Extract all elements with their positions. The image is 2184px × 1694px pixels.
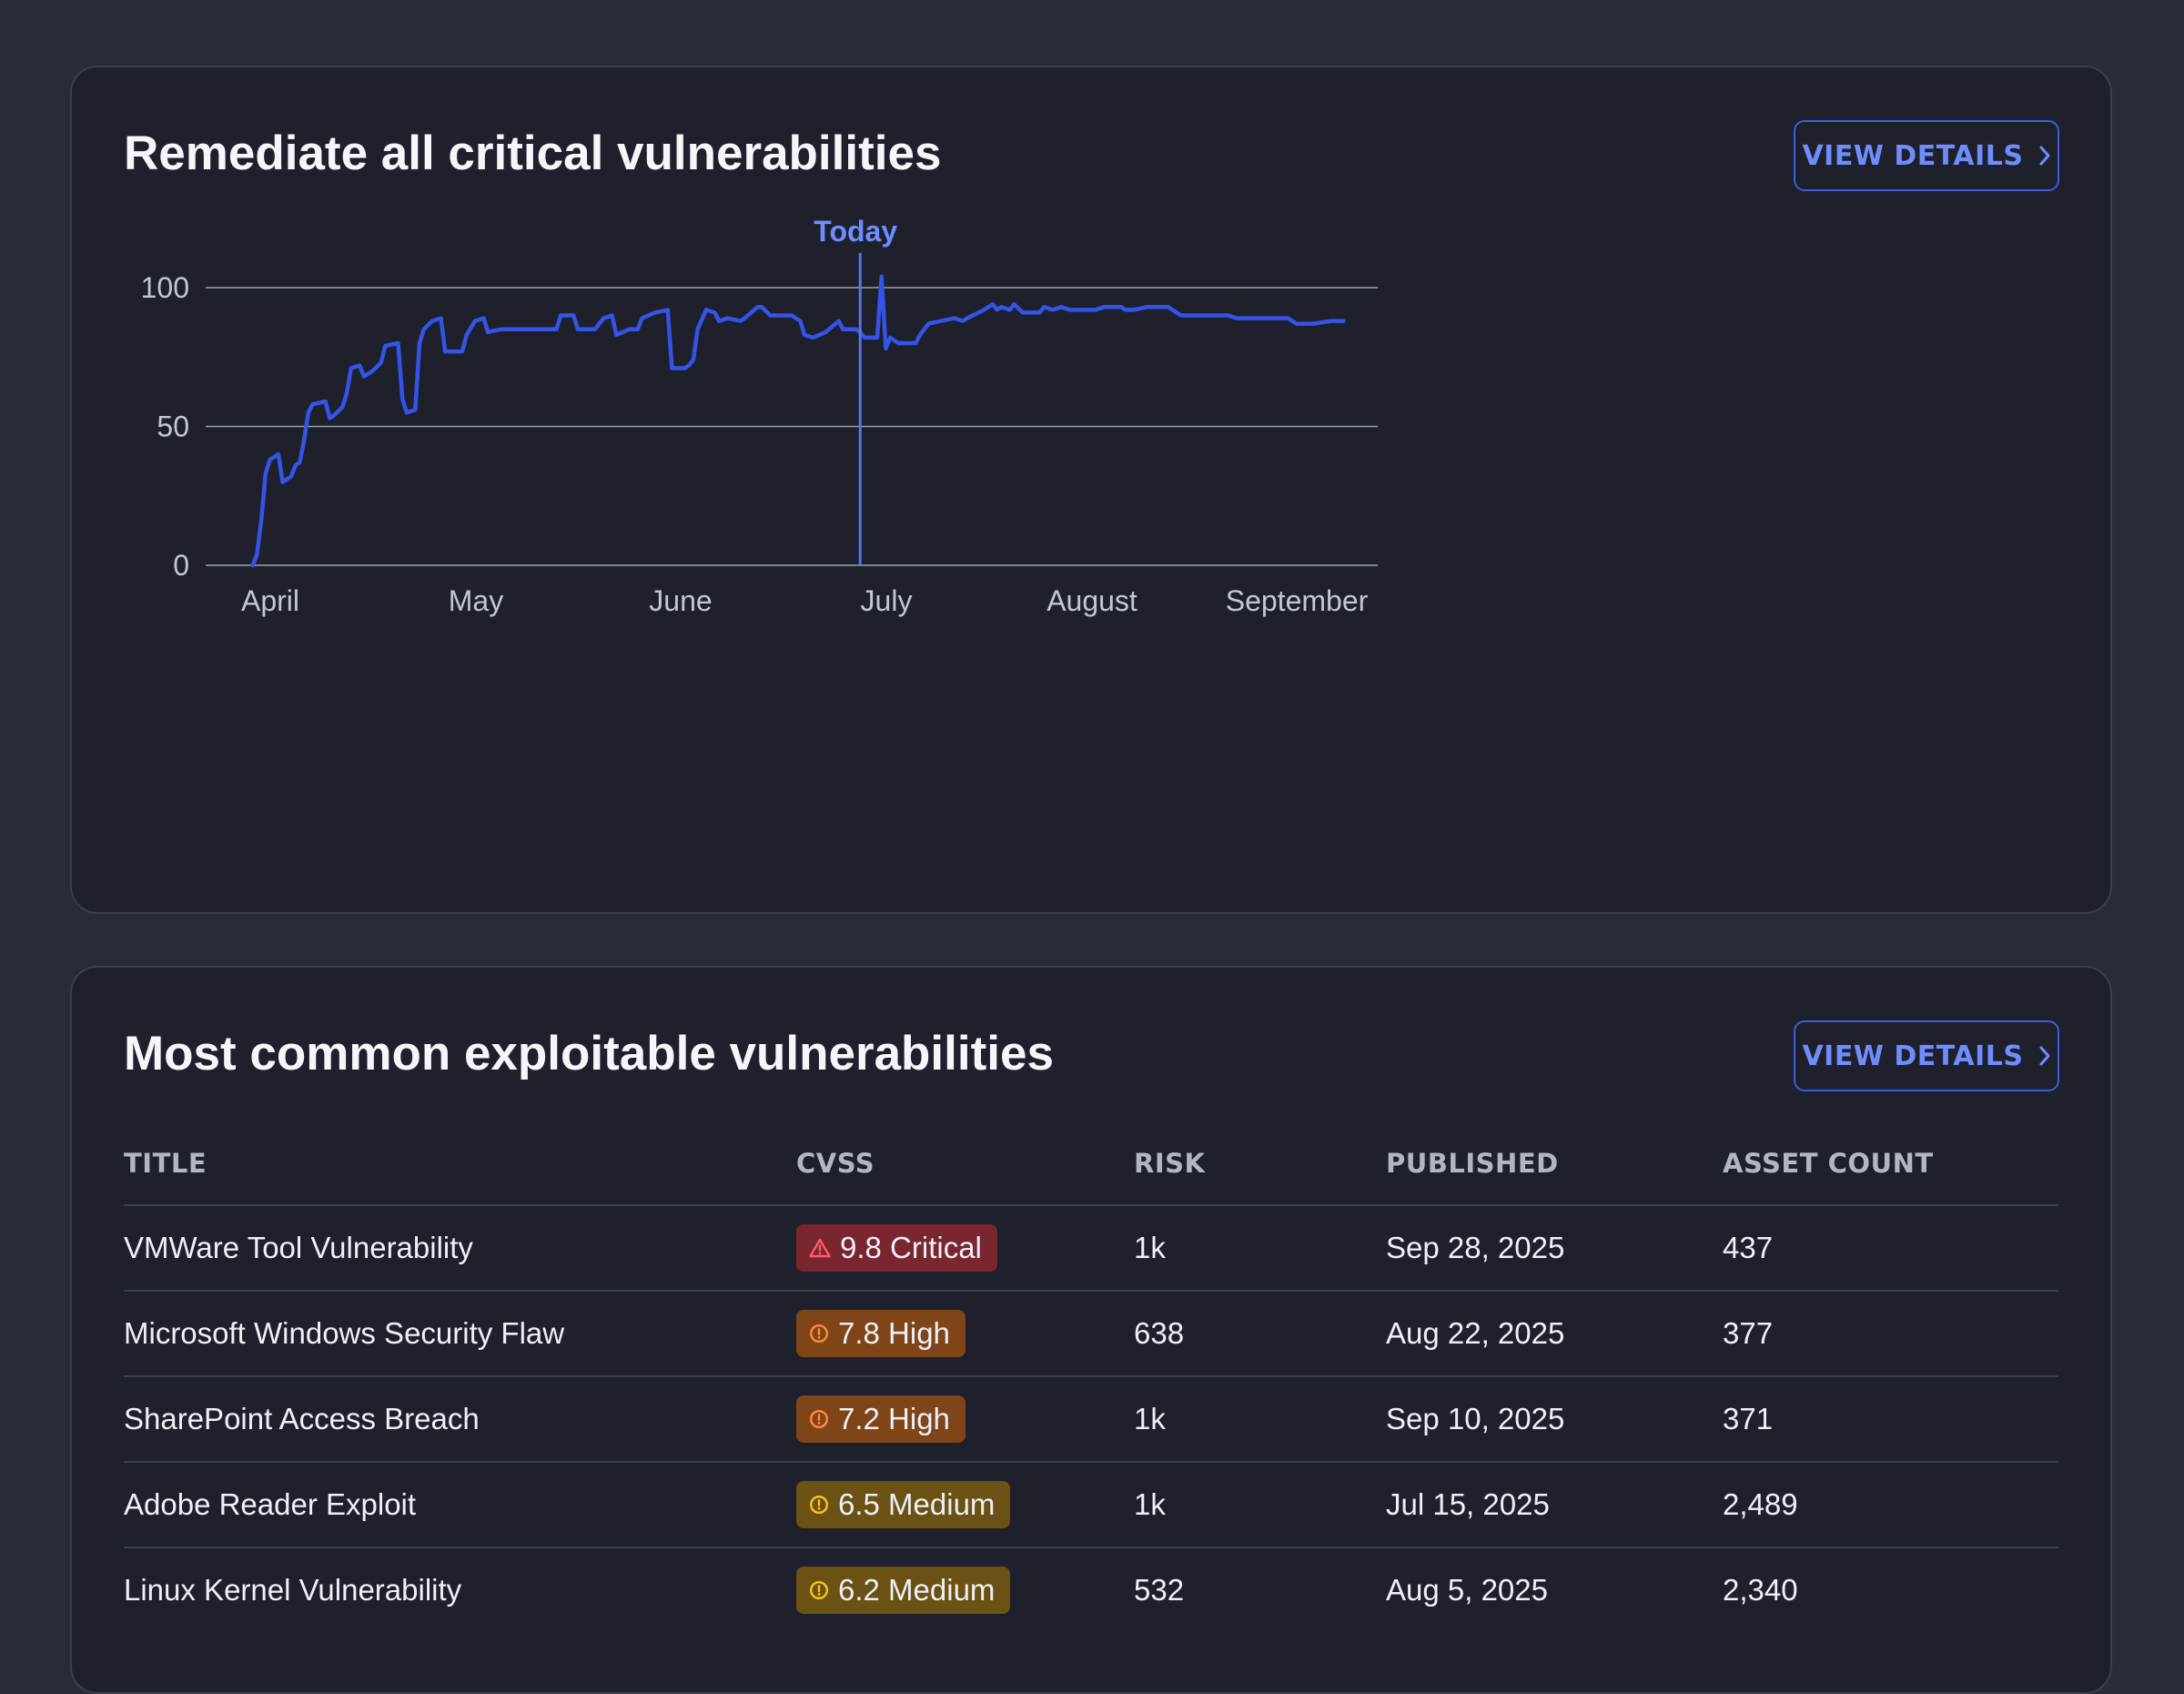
vuln-title[interactable]: Adobe Reader Exploit (124, 1462, 796, 1548)
x-tick-label: May (449, 584, 503, 617)
cvss-cell: 9.8 Critical (796, 1205, 1134, 1292)
vuln-title[interactable]: Microsoft Windows Security Flaw (124, 1291, 796, 1377)
published-date: Aug 22, 2025 (1386, 1291, 1723, 1377)
alert-circle-icon (809, 1409, 829, 1429)
published-date: Jul 15, 2025 (1386, 1462, 1723, 1548)
cvss-score: 6.5 Medium (838, 1487, 996, 1521)
published-date: Aug 5, 2025 (1386, 1573, 1548, 1607)
x-tick-label: September (1226, 584, 1369, 617)
table-row[interactable]: Microsoft Windows Security Flaw 7.8 High 6… (124, 1291, 2058, 1377)
remediation-card: Remediate all critical vulnerabilities V… (70, 66, 2112, 914)
vuln-title[interactable]: VMWare Tool Vulnerability (124, 1205, 796, 1292)
column-header-asset-count[interactable]: ASSET COUNT (1723, 1122, 2058, 1206)
cvss-score: 7.8 High (838, 1316, 950, 1350)
cvss-score: 9.8 Critical (840, 1231, 982, 1264)
risk-value: 1k (1134, 1376, 1386, 1463)
column-header-published[interactable]: PUBLISHED (1386, 1122, 1723, 1206)
asset-count: 437 (1723, 1205, 2058, 1292)
chevron-right-icon (2039, 146, 2050, 166)
asset-count: 371 (1723, 1376, 2058, 1463)
alert-circle-icon (809, 1324, 829, 1344)
cvss-badge: 7.8 High (796, 1310, 966, 1357)
chevron-right-icon (2039, 1046, 2050, 1066)
exploitable-title: Most common exploitable vulnerabilities (124, 1027, 1054, 1080)
x-tick-label: July (861, 584, 913, 617)
remediation-view-details-button[interactable]: VIEW DETAILS (1794, 120, 2059, 191)
table-row[interactable]: Linux Kernel Vulnerability 6.2 Medium 532 A… (124, 1547, 2058, 1632)
cvss-badge: 9.8 Critical (796, 1224, 997, 1272)
asset-count: 377 (1723, 1291, 2058, 1377)
y-tick-label: 50 (157, 411, 189, 443)
x-tick-label: June (649, 584, 712, 617)
y-tick-label: 0 (173, 549, 189, 582)
cvss-score: 7.2 High (838, 1402, 950, 1435)
view-details-label: VIEW DETAILS (1802, 139, 2024, 172)
remediation-line-chart: 0 50 100 April May June July August September Tod… (141, 215, 1378, 617)
cvss-cell: 6.2 Medium (796, 1547, 1134, 1632)
published-date: Sep 28, 2025 (1386, 1205, 1723, 1292)
alert-circle-icon (809, 1580, 829, 1600)
view-details-label: VIEW DETAILS (1802, 1040, 2024, 1072)
asset-count: 2,340 (1723, 1573, 1798, 1607)
exploitable-view-details-button[interactable]: VIEW DETAILS (1794, 1020, 2059, 1091)
cvss-badge: 6.2 Medium (796, 1567, 1011, 1614)
risk-value: 1k (1134, 1205, 1386, 1292)
vuln-title[interactable]: Linux Kernel Vulnerability (124, 1573, 462, 1607)
today-marker-label: Today (814, 215, 897, 248)
table-row[interactable]: Adobe Reader Exploit 6.5 Medium 1k Jul 15, … (124, 1462, 2058, 1548)
cvss-cell: 7.2 High (796, 1376, 1134, 1463)
remediation-series-line (250, 274, 1346, 568)
risk-value: 1k (1134, 1462, 1386, 1548)
column-header-risk[interactable]: RISK (1134, 1122, 1386, 1206)
risk-value: 638 (1134, 1291, 1386, 1377)
column-header-cvss[interactable]: CVSS (796, 1122, 1134, 1206)
cvss-badge: 7.2 High (796, 1395, 966, 1443)
warning-triangle-icon (809, 1238, 831, 1258)
y-tick-label: 100 (141, 271, 189, 304)
remediation-title: Remediate all critical vulnerabilities (124, 127, 942, 180)
x-tick-label: August (1046, 584, 1138, 617)
cvss-cell: 6.5 Medium (796, 1462, 1134, 1548)
table-row[interactable]: VMWare Tool Vulnerability 9.8 Critical 1k S… (124, 1205, 2058, 1292)
table-header-row: TITLE CVSS RISK PUBLISHED ASSET COUNT (124, 1122, 2058, 1206)
exploitable-card: Most common exploitable vulnerabilities … (70, 966, 2112, 1694)
cvss-badge: 6.5 Medium (796, 1481, 1011, 1528)
cvss-score: 6.2 Medium (838, 1573, 996, 1607)
asset-count: 2,489 (1723, 1462, 2058, 1548)
alert-circle-icon (809, 1495, 829, 1515)
table-row[interactable]: SharePoint Access Breach 7.2 High 1k Sep 10… (124, 1376, 2058, 1463)
column-header-title[interactable]: TITLE (124, 1122, 796, 1206)
x-tick-label: April (241, 584, 299, 617)
vuln-title[interactable]: SharePoint Access Breach (124, 1376, 796, 1463)
cvss-cell: 7.8 High (796, 1291, 1134, 1377)
published-date: Sep 10, 2025 (1386, 1376, 1723, 1463)
vulnerabilities-table: TITLE CVSS RISK PUBLISHED ASSET COUNT VM… (124, 1122, 2058, 1632)
risk-value: 532 (1134, 1573, 1185, 1607)
